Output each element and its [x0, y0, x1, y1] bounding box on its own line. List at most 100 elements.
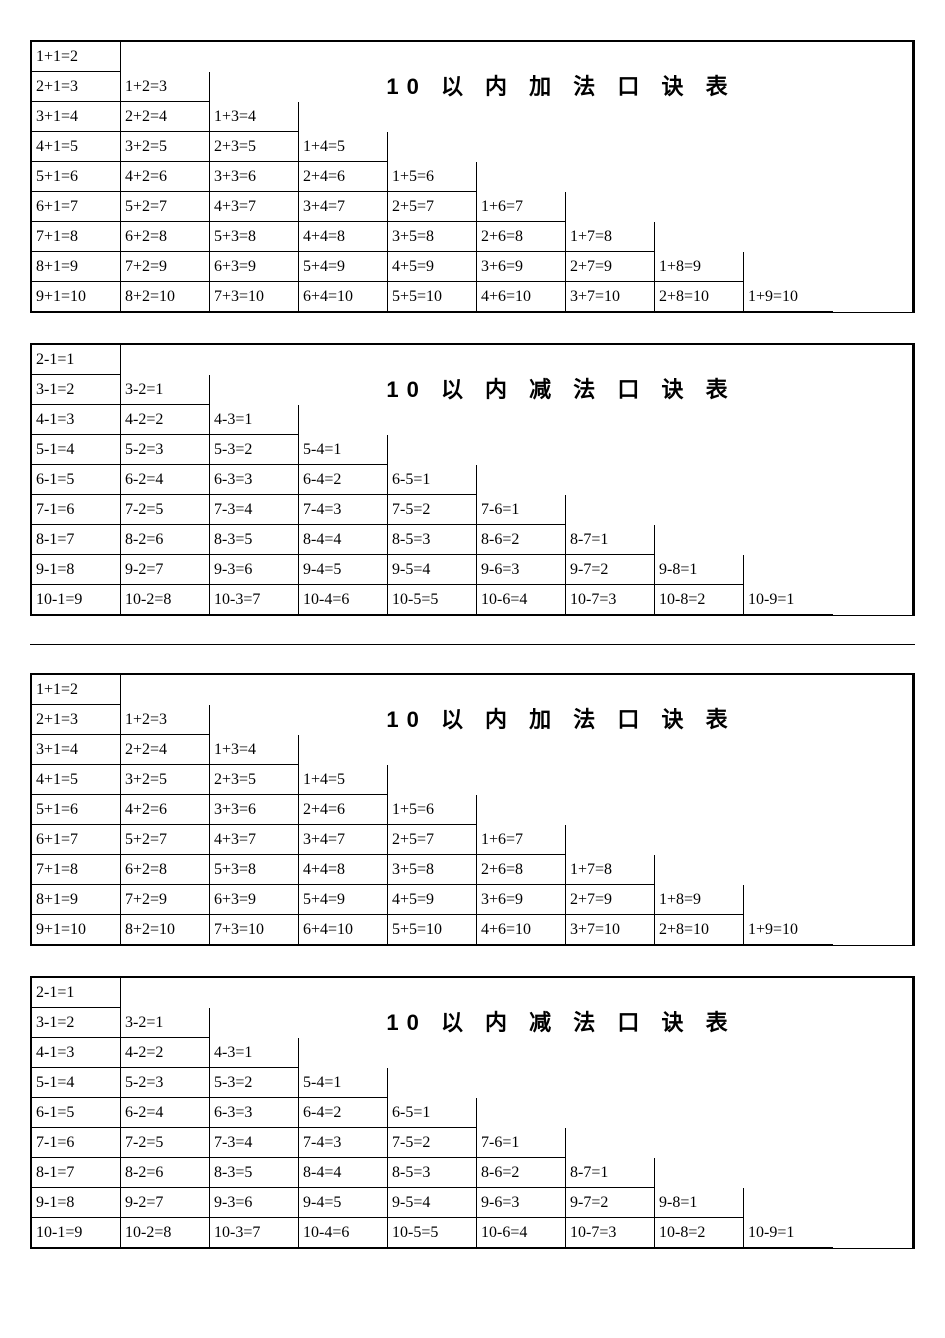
table-cell: 2+6=8 — [477, 855, 566, 885]
table-cell: 3+4=7 — [299, 825, 388, 855]
table-cell: 4-3=1 — [210, 1038, 299, 1068]
table-cell: 5+3=8 — [210, 855, 299, 885]
table-cell: 9-7=2 — [566, 1188, 655, 1218]
table-row: 3+1=42+2=41+3=4 — [32, 735, 912, 765]
table-cell: 1+9=10 — [744, 915, 833, 945]
empty-span — [477, 795, 912, 825]
table-cell: 10-4=6 — [299, 585, 388, 615]
table-cell: 4+3=7 — [210, 825, 299, 855]
table-row: 6-1=56-2=46-3=36-4=26-5=1 — [32, 465, 912, 495]
table-cell: 8+2=10 — [121, 915, 210, 945]
table-cell: 6-4=2 — [299, 465, 388, 495]
table-cell: 4+2=6 — [121, 795, 210, 825]
table-cell: 4-1=3 — [32, 405, 121, 435]
table-row: 9+1=108+2=107+3=106+4=105+5=104+6=103+7=… — [32, 915, 912, 945]
table-cell: 7+1=8 — [32, 222, 121, 252]
table-cell: 1+4=5 — [299, 132, 388, 162]
empty-span — [388, 132, 912, 162]
table-cell: 5+4=9 — [299, 885, 388, 915]
table-row: 5+1=64+2=63+3=62+4=61+5=6 — [32, 162, 912, 192]
table-cell: 5-4=1 — [299, 1068, 388, 1098]
empty-span — [744, 555, 912, 585]
table-cell: 1+1=2 — [32, 42, 121, 72]
gap-2 — [30, 946, 915, 976]
empty-span — [655, 1158, 912, 1188]
table-cell: 2+7=9 — [566, 252, 655, 282]
table-cell: 3+1=4 — [32, 735, 121, 765]
table-cell: 10-3=7 — [210, 1218, 299, 1248]
table-cell: 2-1=1 — [32, 978, 121, 1008]
table-cell: 10-5=5 — [388, 585, 477, 615]
table-row: 2+1=31+2=310 以 内 加 法 口 诀 表 — [32, 72, 912, 102]
table-cell: 7-6=1 — [477, 495, 566, 525]
table-cell: 8-6=2 — [477, 1158, 566, 1188]
table-cell: 4-2=2 — [121, 405, 210, 435]
table-cell: 10-9=1 — [744, 585, 833, 615]
empty-span — [477, 1098, 912, 1128]
table-cell: 6+1=7 — [32, 825, 121, 855]
empty-span — [388, 765, 912, 795]
empty-span — [121, 675, 912, 705]
table-cell: 2+3=5 — [210, 765, 299, 795]
table-cell: 10-8=2 — [655, 585, 744, 615]
table-row: 6-1=56-2=46-3=36-4=26-5=1 — [32, 1098, 912, 1128]
table-cell: 4+5=9 — [388, 252, 477, 282]
table-cell: 4+4=8 — [299, 855, 388, 885]
table-cell: 3+5=8 — [388, 855, 477, 885]
table-row: 9-1=89-2=79-3=69-4=59-5=49-6=39-7=29-8=1 — [32, 555, 912, 585]
table-cell: 4+5=9 — [388, 885, 477, 915]
empty-span — [121, 42, 912, 72]
table-cell: 3-2=1 — [121, 375, 210, 405]
empty-span — [744, 252, 912, 282]
table-row: 8+1=97+2=96+3=95+4=94+5=93+6=92+7=91+8=9 — [32, 885, 912, 915]
table-cell: 6-5=1 — [388, 1098, 477, 1128]
addition-table-2: 1+1=22+1=31+2=310 以 内 加 法 口 诀 表3+1=42+2=… — [30, 673, 915, 946]
table-cell: 3+7=10 — [566, 282, 655, 312]
table-cell: 8-2=6 — [121, 525, 210, 555]
table-cell: 3+1=4 — [32, 102, 121, 132]
table-cell: 3+5=8 — [388, 222, 477, 252]
table-cell: 1+6=7 — [477, 825, 566, 855]
table-cell: 9-6=3 — [477, 1188, 566, 1218]
table-cell: 5+5=10 — [388, 915, 477, 945]
table-cell: 10-1=9 — [32, 1218, 121, 1248]
table-cell: 4+3=7 — [210, 192, 299, 222]
table-cell: 10-6=4 — [477, 585, 566, 615]
subtraction-table-2: 2-1=13-1=23-2=110 以 内 减 法 口 诀 表4-1=34-2=… — [30, 976, 915, 1249]
empty-span — [566, 495, 912, 525]
table-cell: 4-1=3 — [32, 1038, 121, 1068]
table-cell: 8-4=4 — [299, 1158, 388, 1188]
table-cell: 9-7=2 — [566, 555, 655, 585]
table-cell: 2+8=10 — [655, 915, 744, 945]
empty-span — [566, 1128, 912, 1158]
table-cell: 9-1=8 — [32, 555, 121, 585]
section-pair-1: 1+1=22+1=31+2=310 以 内 加 法 口 诀 表3+1=42+2=… — [30, 40, 915, 616]
table-row: 4+1=53+2=52+3=51+4=5 — [32, 765, 912, 795]
table-cell: 4-3=1 — [210, 405, 299, 435]
table-row: 3+1=42+2=41+3=4 — [32, 102, 912, 132]
table-cell: 5+5=10 — [388, 282, 477, 312]
empty-span — [299, 102, 912, 132]
table-cell: 7-2=5 — [121, 495, 210, 525]
table-cell: 1+7=8 — [566, 855, 655, 885]
table-row: 7-1=67-2=57-3=47-4=37-5=27-6=1 — [32, 495, 912, 525]
table-row: 4+1=53+2=52+3=51+4=5 — [32, 132, 912, 162]
table-cell: 2+2=4 — [121, 102, 210, 132]
table-cell: 10-7=3 — [566, 585, 655, 615]
table-cell: 7-5=2 — [388, 495, 477, 525]
table-row: 4-1=34-2=24-3=1 — [32, 405, 912, 435]
table-row: 5-1=45-2=35-3=25-4=1 — [32, 435, 912, 465]
table-cell: 9-3=6 — [210, 555, 299, 585]
addition-title: 10 以 内 加 法 口 诀 表 — [210, 72, 912, 102]
empty-span — [121, 978, 912, 1008]
table-cell: 6-2=4 — [121, 465, 210, 495]
table-cell: 1+7=8 — [566, 222, 655, 252]
empty-span — [566, 825, 912, 855]
empty-span — [744, 885, 912, 915]
table-cell: 5-1=4 — [32, 1068, 121, 1098]
table-cell: 1+8=9 — [655, 252, 744, 282]
table-row: 1+1=2 — [32, 42, 912, 72]
empty-span — [299, 405, 912, 435]
table-cell: 7-3=4 — [210, 1128, 299, 1158]
table-cell: 3+6=9 — [477, 885, 566, 915]
